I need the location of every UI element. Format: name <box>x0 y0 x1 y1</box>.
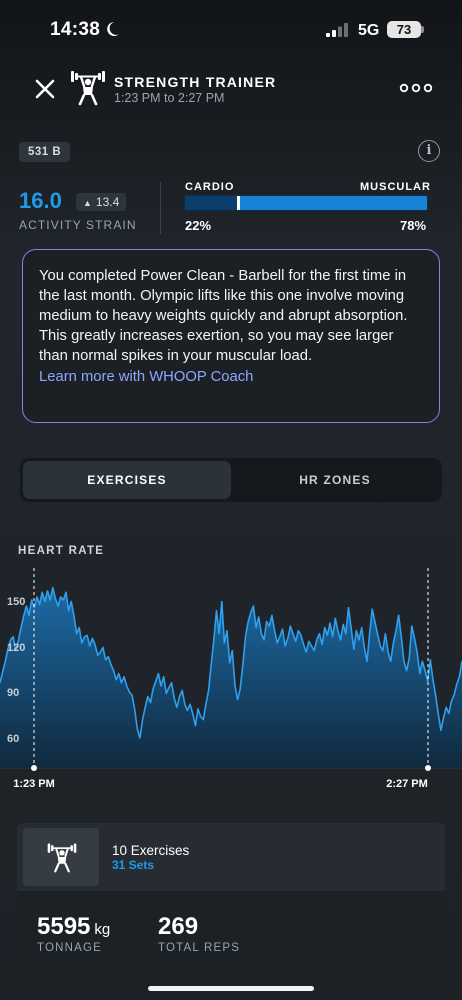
muscular-label: MUSCULAR <box>360 181 431 193</box>
tab-exercises[interactable]: EXERCISES <box>23 461 231 499</box>
home-indicator <box>148 986 314 991</box>
whoop-coach-link[interactable]: Learn more with WHOOP Coach <box>39 369 254 385</box>
moon-icon <box>107 22 119 36</box>
status-time: 14:38 <box>50 19 101 40</box>
start-time-label: 1:23 PM <box>13 778 55 790</box>
start-marker-dot <box>31 765 37 771</box>
heart-rate-label: HEART RATE <box>18 545 105 557</box>
heart-rate-chart: 150 120 90 60 1:23 PM 2:27 PM <box>0 568 462 790</box>
total-reps-value: 269 <box>158 913 199 940</box>
cardio-fill <box>185 196 239 210</box>
network-type: 5G <box>358 22 380 39</box>
workout-time-range: 1:23 PM to 2:27 PM <box>114 91 225 105</box>
coach-message: You completed Power Clean - Barbell for … <box>39 268 408 364</box>
tonnage-number: 5595 <box>37 913 91 940</box>
battery-icon: 73 <box>387 21 421 38</box>
y-tick-label: 90 <box>7 687 19 699</box>
heart-rate-line <box>0 586 462 739</box>
coach-insight-card: You completed Power Clean - Barbell for … <box>22 249 440 423</box>
split-marker <box>236 196 240 210</box>
strain-comparison-badge: ▲ 13.4 <box>76 193 127 211</box>
heart-rate-area <box>0 587 462 768</box>
summary-stats: 5595 kg TONNAGE 269 TOTAL REPS <box>17 891 445 1000</box>
strain-comparison-value: 13.4 <box>95 195 120 209</box>
more-options-icon[interactable] <box>398 80 434 96</box>
close-icon[interactable] <box>30 74 60 104</box>
end-time-label: 2:27 PM <box>386 778 428 790</box>
activity-strain-value: 16.0 <box>19 188 62 213</box>
exercise-icon-box <box>23 828 99 886</box>
y-tick-label: 150 <box>7 596 25 608</box>
tonnage-unit: kg <box>94 921 111 938</box>
tonnage-value: 5595 kg <box>37 913 110 941</box>
battery-nub <box>421 26 424 33</box>
weightlifter-icon <box>71 71 105 106</box>
weightlifter-icon <box>47 843 77 873</box>
cardio-percent: 22% <box>185 218 212 233</box>
info-icon[interactable]: i <box>418 140 440 162</box>
end-marker-dot <box>425 765 431 771</box>
total-reps-label: TOTAL REPS <box>158 942 241 954</box>
signal-icon <box>326 23 348 37</box>
cardio-label: CARDIO <box>185 181 235 193</box>
view-tabs: EXERCISES HR ZONES <box>20 458 442 502</box>
app-version-badge: 531 B <box>19 142 71 162</box>
tab-hr-zones[interactable]: HR ZONES <box>299 473 371 487</box>
set-count: 31 Sets <box>112 858 155 872</box>
y-tick-label: 120 <box>7 642 25 654</box>
workout-title: STRENGTH TRAINER <box>114 74 277 90</box>
exercise-count: 10 Exercises <box>112 843 190 858</box>
tonnage-label: TONNAGE <box>37 942 103 954</box>
y-tick-label: 60 <box>7 733 19 745</box>
activity-strain-label: ACTIVITY STRAIN <box>19 218 137 232</box>
exercise-summary-card[interactable]: 10 Exercises 31 Sets 5595 kg TONNAGE 269 … <box>17 823 445 1000</box>
divider <box>160 182 161 234</box>
muscular-percent: 78% <box>400 218 427 233</box>
up-triangle-icon: ▲ <box>83 198 92 208</box>
cardio-muscular-bar <box>184 195 428 211</box>
